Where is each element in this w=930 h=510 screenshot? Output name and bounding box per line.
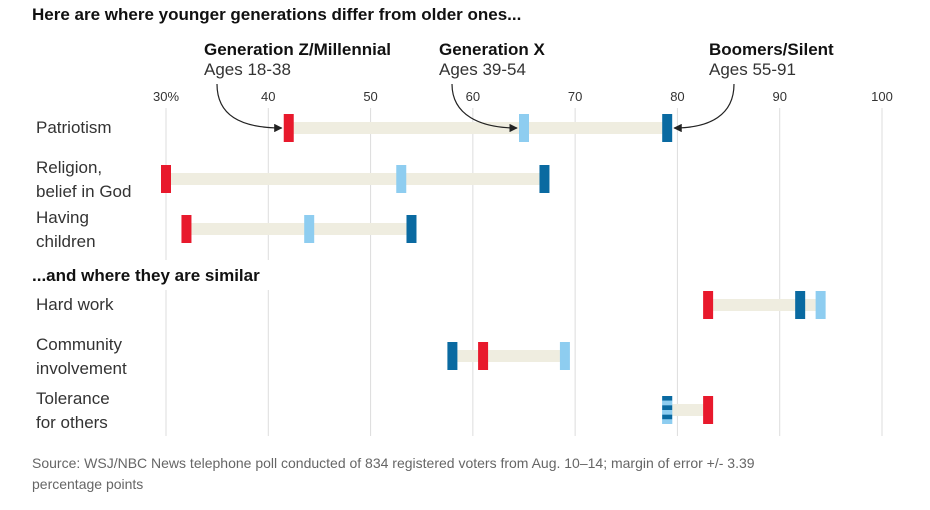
- legend-ages-boomers: Ages 55-91: [709, 60, 796, 79]
- range-bar: [667, 404, 709, 416]
- marker-genx: [304, 215, 315, 243]
- marker-boomers-stripe: [662, 419, 673, 424]
- row-label: children: [36, 232, 96, 251]
- legend-name-genz: Generation Z/Millennial: [204, 40, 391, 59]
- source-note-line-1: Source: WSJ/NBC News telephone poll cond…: [32, 455, 755, 471]
- marker-boomers-stripe: [662, 410, 673, 415]
- legend-name-genx: Generation X: [439, 40, 545, 59]
- marker-genz: [283, 114, 294, 142]
- row-5: Tolerance for others: [36, 389, 714, 432]
- tick-label-70: 70: [568, 89, 582, 104]
- marker-boomers: [447, 342, 458, 370]
- row-label: belief in God: [36, 182, 131, 201]
- row-1: Religion, belief in God: [36, 158, 550, 201]
- row-label: Patriotism: [36, 118, 112, 137]
- marker-boomers: [795, 291, 806, 319]
- row-label: for others: [36, 413, 108, 432]
- marker-genx: [519, 114, 529, 142]
- row-label: Community: [36, 335, 122, 354]
- marker-genz: [181, 215, 192, 243]
- marker-genz: [478, 342, 489, 370]
- row-0: Patriotism: [36, 114, 673, 142]
- marker-genx: [559, 342, 570, 370]
- row-2: Having children: [36, 208, 417, 251]
- row-4: Community involvement: [36, 335, 570, 378]
- arrow-boomers: [673, 83, 735, 133]
- tick-label-90: 90: [772, 89, 786, 104]
- gridlines: [165, 108, 883, 436]
- tick-label-80: 80: [670, 89, 684, 104]
- tick-label-30: 30%: [153, 89, 179, 104]
- row-label: Having: [36, 208, 89, 227]
- marker-boomers-stripe: [662, 400, 673, 406]
- marker-genx: [815, 291, 826, 319]
- x-axis-ticks: 30% 40 50 60 70 80 90 100: [153, 89, 893, 104]
- tick-label-40: 40: [261, 89, 275, 104]
- legend-name-boomers: Boomers/Silent: [709, 40, 834, 59]
- legend-ages-genz: Ages 18-38: [204, 60, 291, 79]
- range-bar: [288, 122, 668, 134]
- tick-label-100: 100: [871, 89, 893, 104]
- marker-boomers-stripe: [662, 396, 673, 401]
- tick-label-60: 60: [466, 89, 480, 104]
- arrow-genz: [216, 83, 283, 133]
- marker-genz: [703, 396, 714, 424]
- marker-boomers: [406, 215, 417, 243]
- marker-boomers-stripe: [662, 414, 673, 420]
- range-bar: [186, 223, 412, 235]
- range-bar: [452, 350, 565, 362]
- row-label: involvement: [36, 359, 127, 378]
- source-note-line-2: percentage points: [32, 476, 143, 492]
- legend-ages-genx: Ages 39-54: [439, 60, 526, 79]
- marker-boomers: [662, 114, 673, 142]
- chart-title: Here are where younger generations diffe…: [32, 5, 521, 24]
- legend-arrows: [216, 83, 735, 133]
- marker-genx: [396, 165, 407, 193]
- section-title-similar: ...and where they are similar: [32, 266, 260, 285]
- marker-genz: [161, 165, 171, 193]
- row-3: Hard work: [36, 291, 826, 319]
- tick-label-50: 50: [363, 89, 377, 104]
- row-label: Hard work: [36, 295, 114, 314]
- range-bar: [708, 299, 821, 311]
- marker-genz: [703, 291, 714, 319]
- arrow-genx: [451, 83, 518, 133]
- row-label: Tolerance: [36, 389, 110, 408]
- marker-boomers: [539, 165, 550, 193]
- marker-boomers-stripe: [662, 405, 673, 410]
- range-bar: [166, 173, 545, 185]
- row-label: Religion,: [36, 158, 102, 177]
- section-title-backdrop: [0, 260, 275, 290]
- chart-rows: Patriotism Religion, belief in God Having ch…: [36, 114, 826, 432]
